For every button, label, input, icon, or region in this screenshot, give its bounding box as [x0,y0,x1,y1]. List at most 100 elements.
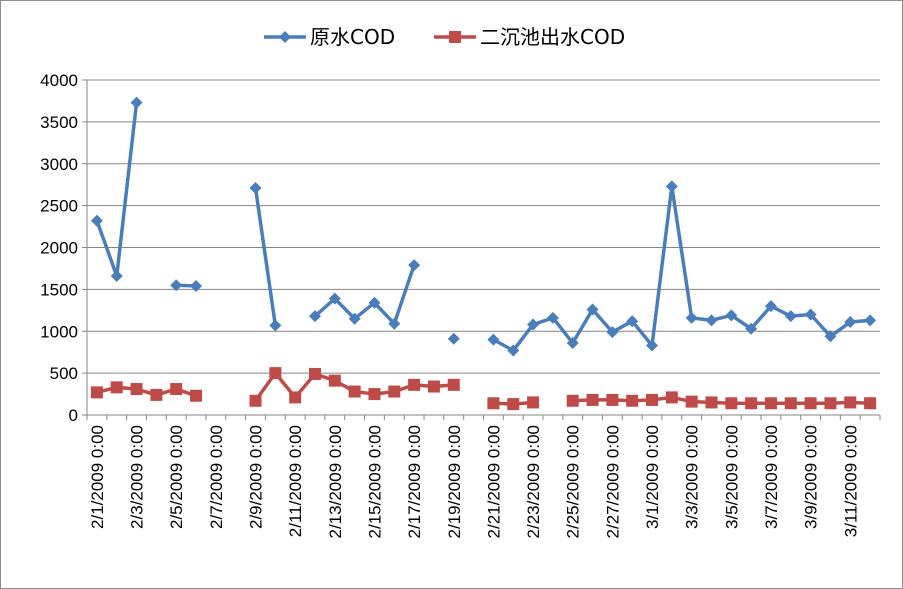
y-tick-label: 3000 [40,155,78,174]
data-point [130,383,143,396]
data-point [784,397,797,410]
data-point [130,96,143,109]
data-point [308,367,321,380]
legend-entry-1: 原水COD [264,25,395,49]
data-point [705,396,718,409]
data-point [90,214,103,227]
legend: 原水COD 二沉池出水COD [264,25,625,49]
y-tick-label: 1000 [40,322,78,341]
data-point [170,279,183,292]
series-line-segment [114,100,139,278]
data-point [745,397,758,410]
data-series [90,96,877,411]
data-point [527,318,540,331]
y-tick-label: 3500 [40,113,78,132]
series-line-segment [392,263,416,326]
data-point [150,388,163,401]
data-point [408,378,421,391]
series-line-segment [333,296,357,321]
data-point [626,315,639,328]
data-point [249,394,262,407]
data-point [566,394,579,407]
series-line-segment [313,296,337,318]
data-point [725,397,738,410]
data-point [764,397,777,410]
x-tick-label: 2/3/2009 0:00 [128,425,147,529]
data-point [606,393,619,406]
data-point [368,296,381,309]
data-point [626,394,639,407]
data-point [308,310,321,323]
y-axis-tick-labels: 0 500 1000 1500 2000 2500 3000 3500 4000 [40,71,78,425]
data-point [388,385,401,398]
x-tick-label: 3/11/2009 0:00 [841,425,860,537]
data-point [705,314,718,327]
x-tick-label: 3/9/2009 0:00 [802,425,821,529]
series-line-segment [95,218,119,278]
series-line-segment [551,316,575,345]
x-tick-label: 3/1/2009 0:00 [643,425,662,529]
data-point [348,385,361,398]
data-point [824,397,837,410]
series-line-segment [511,322,535,353]
data-point [348,312,361,325]
y-tick-label: 500 [50,364,78,383]
x-tick-label: 2/27/2009 0:00 [603,425,622,538]
data-point [408,259,421,272]
data-point [507,398,520,411]
data-point [824,330,837,343]
data-point [487,397,500,410]
data-point [328,374,341,387]
data-point [527,396,540,409]
data-point [447,332,460,345]
x-tick-label: 2/17/2009 0:00 [405,425,424,538]
legend-entry-2: 二沉池出水COD [434,25,625,49]
data-point [388,317,401,330]
data-point [546,311,559,324]
x-tick-label: 2/5/2009 0:00 [167,425,186,529]
data-point [427,380,440,393]
x-tick-label: 2/11/2009 0:00 [286,425,305,537]
x-axis-tick-labels: 2/1/2009 0:00 2/3/2009 0:00 2/5/2009 0:00 2… [88,425,860,538]
grid-lines [87,79,880,374]
data-point [804,308,817,321]
legend-label: 二沉池出水COD [480,25,625,49]
x-tick-label: 2/25/2009 0:00 [564,425,583,538]
data-point [368,388,381,401]
data-point [249,182,262,195]
data-point [90,386,103,399]
x-tick-label: 2/13/2009 0:00 [326,425,345,538]
x-tick-label: 2/19/2009 0:00 [445,425,464,538]
series-line-segment [650,184,674,348]
data-point [665,391,678,404]
data-point [487,333,500,346]
series-line-segment [749,304,773,331]
y-tick-label: 0 [69,406,78,425]
x-tick-label: 3/5/2009 0:00 [722,425,741,529]
data-point [725,309,738,322]
series-line-segment [808,312,833,339]
data-point [328,292,341,305]
legend-marker [279,31,291,43]
y-tick-label: 1500 [40,280,78,299]
series-line-segment [570,307,595,345]
x-tick-label: 2/7/2009 0:00 [207,425,226,529]
x-tick-label: 3/3/2009 0:00 [683,425,702,529]
legend-label: 原水COD [310,25,395,49]
x-tick-label: 2/21/2009 0:00 [484,425,503,538]
series-line-segment [372,301,397,326]
x-tick-label: 2/23/2009 0:00 [524,425,543,538]
x-tick-label: 2/1/2009 0:00 [88,425,107,529]
y-tick-label: 2500 [40,197,78,216]
data-point [606,326,619,339]
data-point [566,336,579,349]
data-point [804,397,817,410]
series-1 [90,96,877,357]
data-point [269,319,282,332]
x-tick-label: 2/15/2009 0:00 [365,425,384,538]
data-point [110,381,123,394]
legend-marker [449,31,461,43]
data-point [844,396,857,409]
